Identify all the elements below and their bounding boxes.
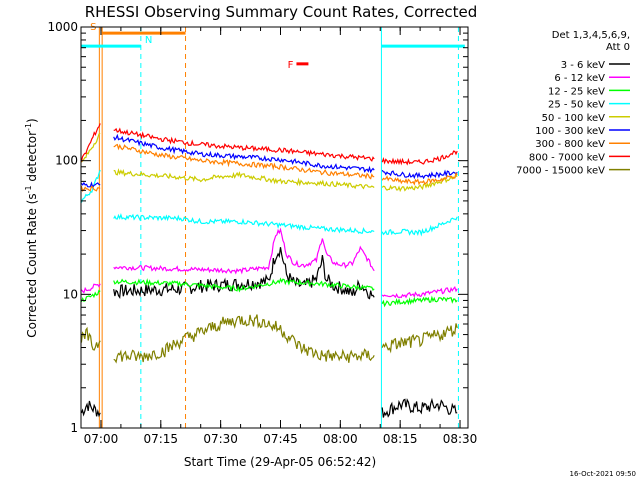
series-3-segment-0: [80, 169, 101, 203]
legend-header-attenuator: Att 0: [606, 42, 630, 53]
series-8-segment-0: [80, 326, 101, 351]
y-tick-label-0: 1: [70, 421, 78, 435]
legend-label-4: 50 - 100 keV: [542, 113, 606, 124]
series-6: [80, 143, 458, 192]
series-8-segment-1: [113, 314, 375, 364]
series-0: [80, 247, 458, 418]
x-tick-label-1: 07:15: [143, 432, 178, 446]
y-axis-label-sup2: -1: [24, 123, 33, 131]
series-3-segment-1: [113, 213, 375, 234]
y-axis-label-main: Corrected Count Rate (s: [25, 193, 39, 337]
x-tick-label-6: 08:30: [443, 432, 478, 446]
plot-area: S N F: [80, 22, 465, 428]
series-7-segment-1: [113, 127, 375, 162]
legend: Det 1,3,4,5,6,9, Att 0 3 - 6 keV 6 - 12 k…: [516, 30, 630, 177]
y-tick-label-2: 100: [55, 154, 78, 168]
x-tick-label-4: 08:00: [323, 432, 358, 446]
legend-label-0: 3 - 6 keV: [561, 60, 605, 71]
x-tick-label-3: 07:45: [263, 432, 298, 446]
y-axis-label-mid: detector: [25, 131, 39, 186]
series-6-segment-2: [381, 172, 458, 186]
y-axis-label-sup1: -1: [24, 185, 33, 193]
annotation-bar-label-3: F: [288, 60, 294, 71]
y-tick-label-1: 10: [63, 287, 78, 301]
series-0-segment-1: [113, 247, 375, 300]
series-2: [80, 277, 458, 308]
series-5-segment-1: [113, 133, 375, 174]
series-2-segment-1: [113, 277, 375, 293]
series-0-segment-0: [80, 400, 101, 418]
series-1-segment-0: [80, 283, 101, 294]
legend-label-7: 800 - 7000 keV: [529, 152, 605, 163]
series-6-segment-1: [113, 143, 375, 180]
y-axis: 1 10 100 1000: [47, 20, 468, 435]
series-0-segment-2: [381, 397, 458, 418]
legend-label-5: 100 - 300 keV: [535, 126, 605, 137]
series-5-segment-2: [381, 169, 458, 180]
series-4: [80, 132, 458, 193]
series-3-segment-2: [381, 216, 458, 237]
y-axis-label: Corrected Count Rate (s-1 detector-1): [24, 118, 39, 337]
series-7: [80, 123, 458, 166]
y-axis-label-end: ): [25, 118, 39, 123]
x-axis: 07:00 07:15 07:30 07:45 08:00 08:15 08:30: [80, 27, 478, 446]
series-1: [80, 227, 458, 299]
series-1-segment-1: [113, 227, 375, 275]
footer-timestamp: 16-Oct-2021 09:50: [570, 470, 636, 478]
series-5: [80, 133, 458, 189]
legend-label-6: 300 - 800 keV: [535, 139, 605, 150]
series-1-segment-2: [381, 285, 458, 299]
series-4-segment-2: [381, 174, 458, 193]
x-axis-label: Start Time (29-Apr-05 06:52:42): [184, 455, 376, 469]
series-4-segment-0: [80, 132, 101, 163]
x-tick-label-0: 07:00: [84, 432, 119, 446]
legend-header-detectors: Det 1,3,4,5,6,9,: [552, 30, 630, 41]
legend-label-3: 25 - 50 keV: [548, 100, 605, 111]
legend-label-2: 12 - 25 keV: [548, 86, 605, 97]
series-6-segment-0: [80, 185, 101, 192]
y-tick-label-3: 1000: [47, 20, 78, 34]
annotation-bar-label-1: N: [145, 35, 152, 46]
chart-title: RHESSI Observing Summary Count Rates, Co…: [85, 3, 478, 21]
legend-label-8: 7000 - 15000 keV: [516, 166, 605, 177]
series-3: [80, 169, 458, 237]
legend-label-1: 6 - 12 keV: [554, 73, 605, 84]
series-5-segment-0: [80, 181, 101, 189]
series-4-segment-1: [113, 168, 375, 190]
annotation-bar-label-0: S: [90, 22, 96, 33]
series-2-segment-0: [80, 289, 101, 303]
series-2-segment-2: [381, 295, 458, 308]
x-tick-label-5: 08:15: [383, 432, 418, 446]
series-7-segment-0: [80, 123, 101, 162]
x-tick-label-2: 07:30: [203, 432, 238, 446]
series-7-segment-2: [381, 150, 458, 166]
series-8: [80, 314, 458, 364]
plot-frame: [80, 26, 469, 429]
series-8-segment-2: [381, 323, 458, 354]
